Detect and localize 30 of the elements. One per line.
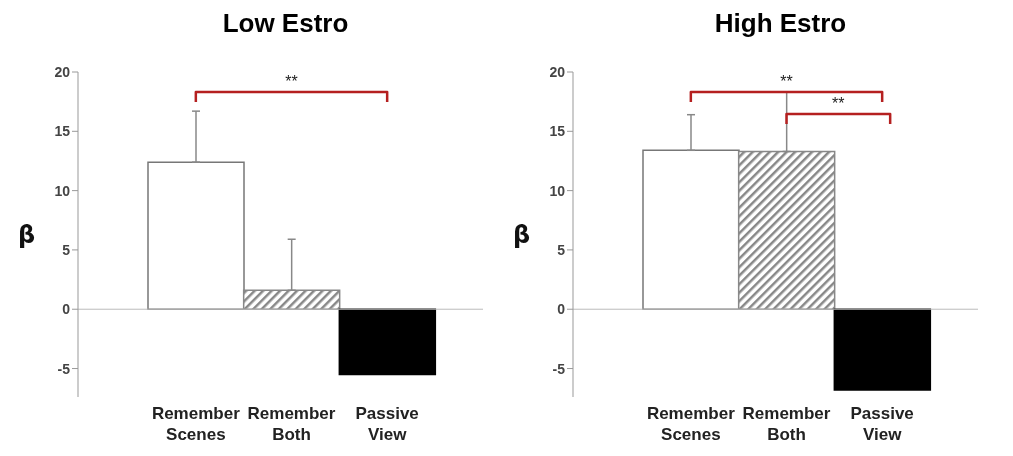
y-axis-title: β: [513, 221, 531, 250]
annotation: **: [832, 95, 845, 112]
x-tick-label: Remember Scenes: [646, 404, 736, 444]
y-tick-label: 10: [549, 182, 566, 199]
y-tick-label: 20: [549, 63, 566, 80]
y-tick-label: 0: [62, 301, 71, 318]
y-tick-label: 5: [62, 241, 71, 258]
y-tick-label: 5: [557, 241, 566, 258]
chart-title: Low Estro: [221, 8, 350, 40]
bar: [242, 289, 341, 310]
x-tick-label: Remember Both: [247, 404, 336, 444]
bar: [833, 308, 932, 391]
annotation: **: [780, 73, 793, 90]
annotation: **: [285, 73, 298, 90]
chart-title: High Estro: [713, 8, 848, 40]
x-tick-label: Passive View: [850, 404, 914, 444]
y-tick-label: -5: [57, 360, 71, 377]
y-tick-label: 15: [54, 123, 71, 140]
bar: [147, 161, 245, 310]
y-tick-label: 10: [54, 182, 71, 199]
y-axis-title: β: [18, 221, 36, 250]
y-tick-label: 20: [54, 63, 71, 80]
x-tick-label: Remember Both: [742, 404, 831, 444]
y-tick-label: 0: [557, 301, 566, 318]
bar: [642, 149, 740, 310]
x-tick-label: Remember Scenes: [151, 404, 241, 444]
bar: [338, 308, 437, 376]
y-tick-label: -5: [552, 360, 566, 377]
x-tick-label: Passive View: [355, 404, 419, 444]
y-tick-label: 15: [549, 123, 566, 140]
